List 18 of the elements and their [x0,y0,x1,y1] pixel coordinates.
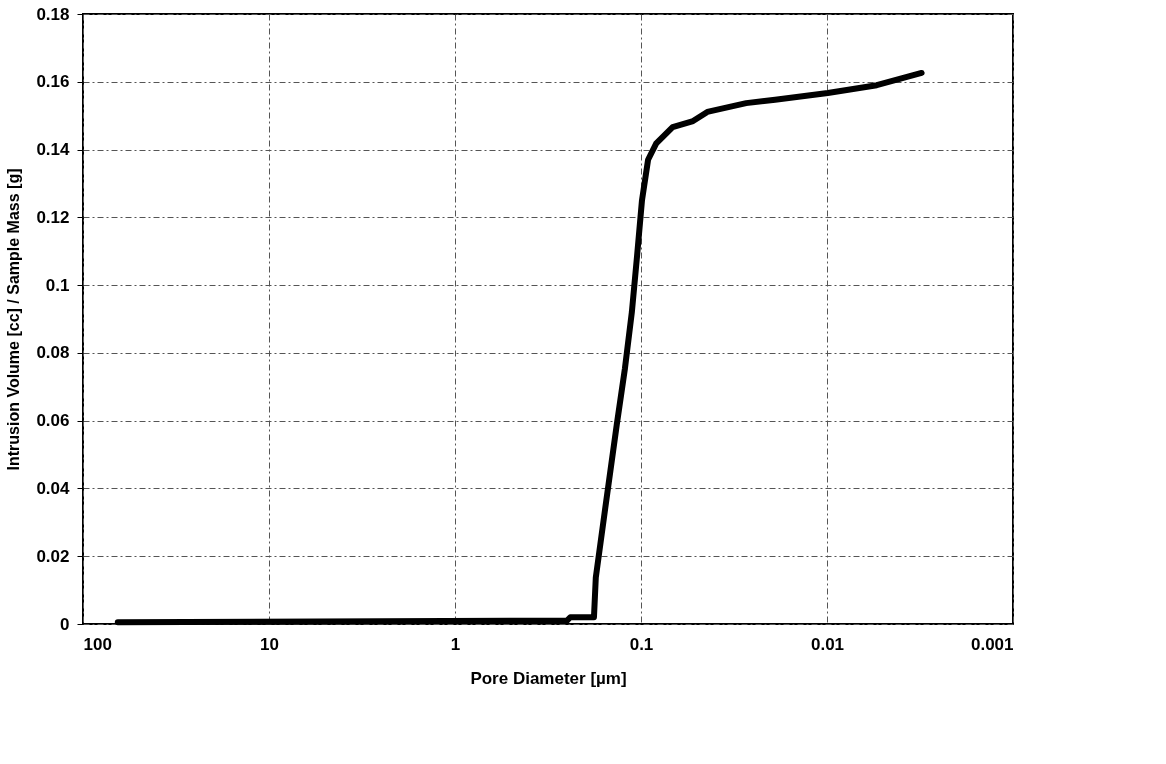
y-axis-title: Intrusion Volume [cc] / Sample Mass [g] [5,168,23,471]
x-tick-label: 0.001 [970,634,1014,654]
x-tick-label: 100 [83,634,112,654]
x-axis-title: Pore Diameter [µm] [470,668,627,688]
y-tick-label: 0.14 [36,140,71,160]
y-tick-label: 0.08 [36,343,70,363]
y-tick-label: 0.1 [45,275,70,295]
y-tick-label: 0.12 [36,207,70,227]
y-tick-label: 0.06 [36,411,70,431]
x-tick-label: 0.01 [810,634,845,654]
y-tick-label: 0.02 [36,546,70,566]
x-tick-label: 0.1 [629,634,654,654]
x-tick-label: 1 [450,634,461,654]
y-tick-label: 0 [60,614,70,634]
y-tick-label: 0.16 [36,72,70,92]
y-tick-label: 0.18 [36,4,70,24]
y-tick-label: 0.04 [36,478,71,498]
x-tick-label: 10 [260,634,279,654]
